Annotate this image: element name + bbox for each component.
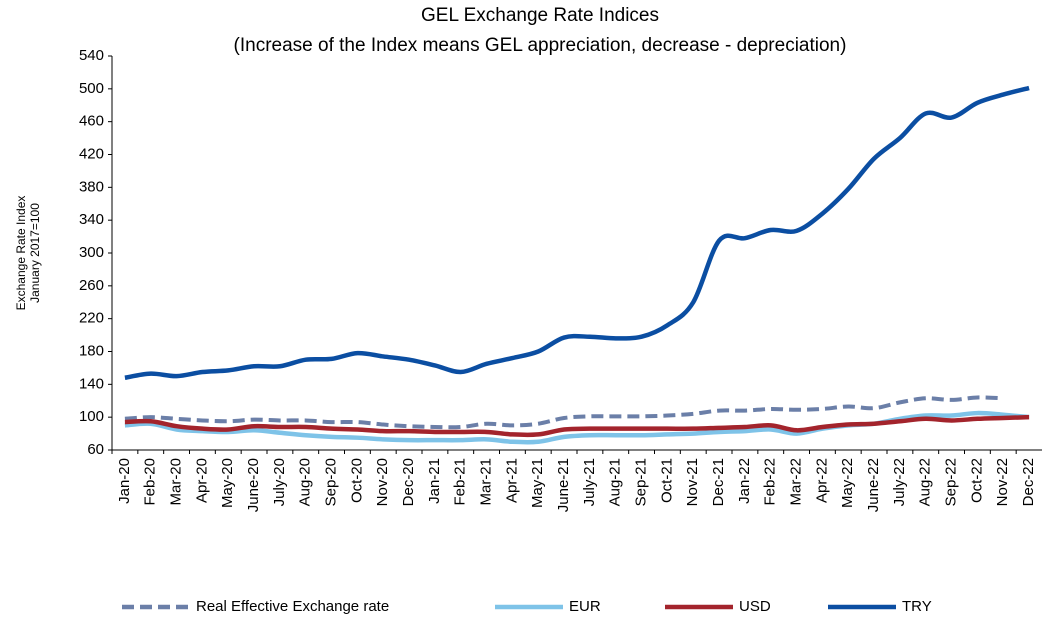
chart-subtitle: (Increase of the Index means GEL appreci…: [234, 35, 847, 56]
y-tick-label: 340: [79, 211, 104, 228]
x-tick-label: Jan-22: [736, 458, 753, 504]
y-tick-label: 60: [87, 441, 104, 458]
x-tick-label: Aug-20: [297, 458, 314, 506]
x-tick-label: Jan-20: [116, 458, 133, 504]
legend-label: TRY: [902, 598, 932, 615]
x-tick-label: July-20: [271, 458, 288, 506]
x-tick-label: Sep-21: [633, 458, 650, 506]
series-line: [124, 395, 1004, 430]
y-tick-label: 500: [79, 80, 104, 97]
x-tick-label: Aug-21: [607, 458, 624, 506]
x-tick-label: Dec-21: [710, 458, 727, 506]
y-tick-label: 300: [79, 244, 104, 261]
x-tick-label: May-21: [529, 458, 546, 508]
x-tick-label: June-22: [865, 458, 882, 512]
x-tick-label: Apr-21: [503, 458, 520, 503]
x-tick-label: Dec-22: [1020, 458, 1037, 506]
x-tick-label: Jan-21: [426, 458, 443, 504]
legend-label: EUR: [569, 598, 601, 615]
y-tick-label: 420: [79, 145, 104, 162]
x-tick-label: Feb-20: [142, 458, 159, 506]
x-tick-label: Nov-21: [684, 458, 701, 506]
x-tick-label: Nov-20: [374, 458, 391, 506]
x-tick-label: Apr-20: [193, 458, 210, 503]
x-tick-label: July-22: [891, 458, 908, 506]
x-tick-label: Mar-22: [788, 458, 805, 506]
legend-label: USD: [739, 598, 771, 615]
y-tick-label: 380: [79, 178, 104, 195]
x-tick-label: Oct-21: [658, 458, 675, 503]
y-tick-label: 460: [79, 113, 104, 130]
x-tick-label: Apr-22: [813, 458, 830, 503]
y-tick-label: 220: [79, 310, 104, 327]
x-tick-label: June-20: [245, 458, 262, 512]
series-line: [124, 85, 1030, 380]
series-line: [124, 414, 1030, 438]
x-tick-label: Aug-22: [917, 458, 934, 506]
x-tick-label: May-20: [219, 458, 236, 508]
chart-title: GEL Exchange Rate Indices: [421, 5, 659, 26]
y-tick-label: 140: [79, 375, 104, 392]
x-tick-label: Feb-22: [762, 458, 779, 506]
y-tick-label: 180: [79, 342, 104, 359]
x-tick-label: Sep-22: [943, 458, 960, 506]
x-tick-label: June-21: [555, 458, 572, 512]
x-tick-label: Feb-21: [452, 458, 469, 506]
x-tick-label: July-21: [581, 458, 598, 506]
y-axis-label: January 2017=100: [28, 203, 42, 303]
x-tick-label: Oct-20: [348, 458, 365, 503]
legend-label: Real Effective Exchange rate: [196, 598, 389, 615]
y-tick-label: 260: [79, 277, 104, 294]
y-tick-label: 100: [79, 408, 104, 425]
y-tick-label: 540: [79, 47, 104, 64]
x-tick-label: Mar-21: [478, 458, 495, 506]
x-tick-label: Mar-20: [168, 458, 185, 506]
x-tick-label: May-22: [839, 458, 856, 508]
x-tick-label: Dec-20: [400, 458, 417, 506]
x-tick-label: Sep-20: [323, 458, 340, 506]
x-tick-label: Nov-22: [994, 458, 1011, 506]
x-tick-label: Oct-22: [968, 458, 985, 503]
y-axis-label: Exchange Rate Index: [14, 196, 28, 311]
